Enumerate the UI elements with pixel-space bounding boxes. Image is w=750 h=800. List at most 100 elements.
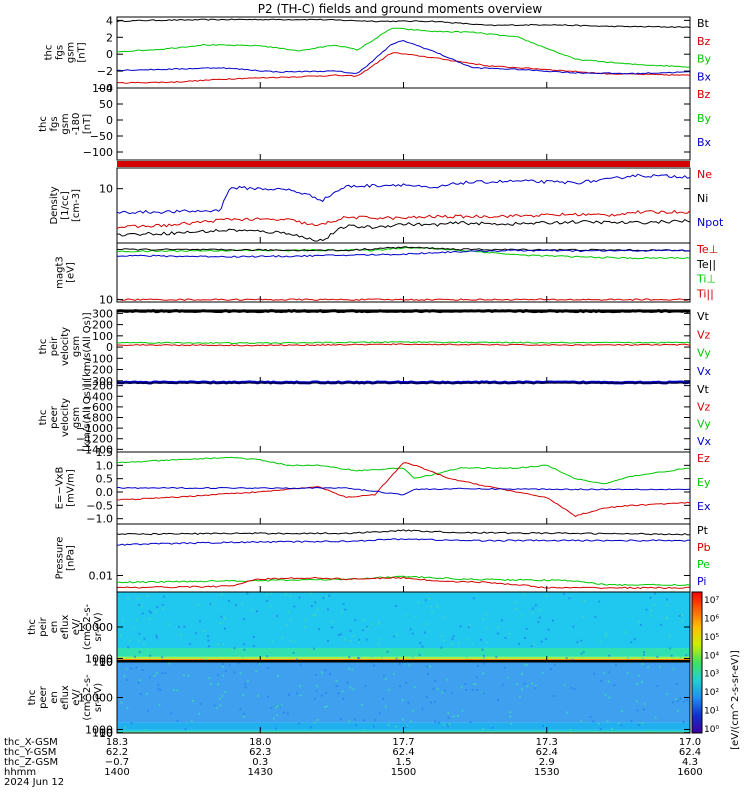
- spectrogram-pixel: [637, 620, 640, 623]
- spectrogram-pixel: [252, 645, 255, 648]
- spectrogram-pixel: [467, 638, 470, 641]
- spectrogram-pixel: [138, 679, 141, 682]
- spectrogram-pixel: [265, 600, 268, 603]
- spectrogram-pixel: [342, 602, 345, 605]
- y-tick-label: 1000: [85, 723, 113, 736]
- spectrogram-pixel: [308, 649, 311, 652]
- spectrogram-pixel: [520, 672, 523, 675]
- spectrogram-pixel: [280, 704, 283, 707]
- spectrogram-pixel: [425, 622, 428, 625]
- spectrogram-pixel: [578, 643, 581, 646]
- panel-7: 1.51.00.50.0−0.5−1.0 E=−VxB [mV/m] Ez Ey Ex: [55, 446, 711, 526]
- spectrogram-pixel: [607, 680, 610, 683]
- spectrogram-pixel: [315, 689, 318, 692]
- y-axis-label: peir: [38, 616, 49, 636]
- spectrogram-pixel: [639, 623, 642, 626]
- y-axis-label: eflux: [60, 685, 71, 710]
- spectrogram-pixel: [202, 630, 205, 633]
- spectrogram-pixel: [442, 723, 445, 726]
- spectrogram-pixel: [536, 729, 539, 732]
- y-axis-label: sr-eV): [93, 612, 104, 641]
- spectrogram-pixel: [187, 674, 190, 677]
- spectrogram-pixel: [605, 632, 608, 635]
- series-pt: [116, 529, 691, 536]
- spectrogram-pixel: [127, 597, 130, 600]
- spectrogram-pixel: [140, 605, 143, 608]
- spectrogram-pixel: [599, 640, 602, 643]
- y-tick-label: −1200: [76, 433, 113, 446]
- spectrogram-pixel: [647, 666, 650, 669]
- spectrogram-pixel: [316, 718, 319, 721]
- y-tick-label: 10000: [78, 621, 113, 634]
- spectrogram-pixel: [633, 638, 636, 641]
- spectrogram-pixel: [267, 666, 270, 669]
- spectrogram-pixel: [468, 624, 471, 627]
- spectrogram-pixel: [408, 664, 411, 667]
- spectrogram-pixel: [325, 692, 328, 695]
- y-axis-label: thc: [38, 410, 49, 426]
- panel-1: 4 2 0 −2 −4 thc fgs gsm [nT] Bt Bz By Bx: [44, 14, 712, 95]
- spectrogram-pixel: [411, 632, 414, 635]
- spectrogram-pixel: [283, 711, 286, 714]
- spectrogram-pixel: [176, 719, 179, 722]
- x-tick-value: 18.3: [106, 737, 128, 748]
- y-axis-label: gsm: [71, 407, 82, 428]
- colorbar-tick: 10¹: [704, 707, 719, 717]
- spectrogram-pixel: [160, 672, 163, 675]
- spectrogram-pixel: [485, 641, 488, 644]
- spectrogram-pixel: [539, 609, 542, 612]
- legend-pt: Pt: [697, 524, 709, 537]
- spectrogram-pixel: [209, 603, 212, 606]
- y-tick-label: −800: [83, 412, 113, 425]
- x-tick-value: 4.3: [682, 757, 698, 768]
- spectrogram-pixel: [297, 722, 300, 725]
- spectrogram-pixel: [626, 657, 629, 660]
- x-row-label: thc_X-GSM: [4, 737, 58, 748]
- spectrogram-pixel: [496, 632, 499, 635]
- legend-ey: Ey: [697, 476, 711, 489]
- spectrogram-pixel: [471, 688, 474, 691]
- legend-bz: Bz: [697, 35, 711, 48]
- spectrogram-pixel: [221, 695, 224, 698]
- y-axis-label: thc: [27, 690, 38, 706]
- spectrogram-pixel: [126, 707, 129, 710]
- spectrogram-pixel: [525, 663, 528, 666]
- x-tick-value: −0.7: [105, 757, 129, 768]
- spectrogram-pixel: [296, 692, 299, 695]
- spectrogram-pixel: [526, 685, 529, 688]
- y-axis-label: gsm: [66, 42, 77, 63]
- series-vz: [116, 343, 691, 347]
- spectrogram-pixel: [401, 699, 404, 702]
- spectrogram-pixel: [583, 599, 586, 602]
- spectrogram-pixel: [217, 643, 220, 646]
- spectrogram-pixel: [154, 610, 157, 613]
- spectrogram-pixel: [143, 637, 146, 640]
- series-npot: [116, 218, 691, 242]
- spectrogram-pixel: [428, 665, 431, 668]
- spectrogram-pixel: [316, 608, 319, 611]
- x-row-label: thc_Z-GSM: [4, 757, 58, 768]
- spectrogram-pixel: [293, 641, 296, 644]
- spectrogram-pixel: [424, 599, 427, 602]
- spectrogram-pixel: [530, 645, 533, 648]
- spectrogram-band: [117, 662, 690, 723]
- panel-frame: [116, 309, 691, 384]
- spectrogram-pixel: [224, 617, 227, 620]
- spectrogram-pixel: [606, 720, 609, 723]
- spectrogram-pixel: [534, 687, 537, 690]
- spectrogram-pixel: [642, 651, 645, 654]
- spectrogram-pixel: [508, 633, 511, 636]
- spectrogram-pixel: [393, 635, 396, 638]
- spectrogram-pixel: [641, 721, 644, 724]
- spectrogram-pixel: [313, 697, 316, 700]
- legend-ti: Ti||: [696, 287, 714, 300]
- spectrogram-pixel: [339, 718, 342, 721]
- spectrogram-pixel: [509, 715, 512, 718]
- spectrogram-pixel: [312, 647, 315, 650]
- spectrogram-pixel: [467, 626, 470, 629]
- spectrogram-pixel: [443, 689, 446, 692]
- spectrogram-pixel: [198, 712, 201, 715]
- x-tick-value: 1600: [677, 767, 702, 778]
- spectrogram-pixel: [671, 701, 674, 704]
- y-tick-label: −100: [83, 146, 113, 159]
